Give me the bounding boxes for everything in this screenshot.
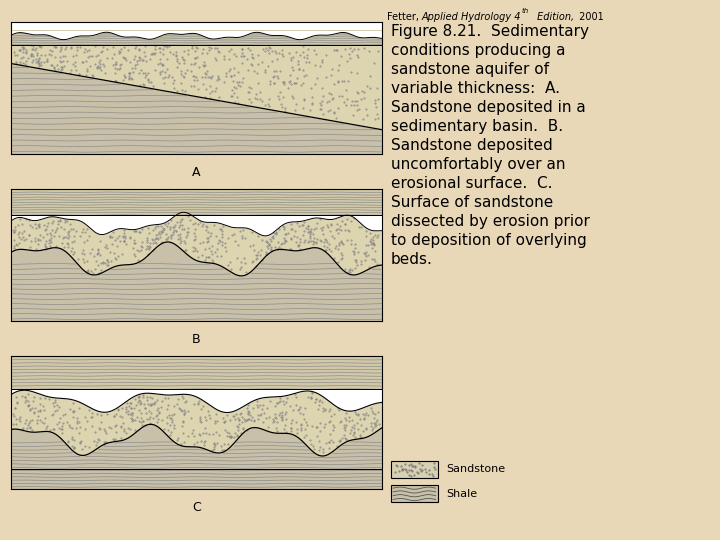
Text: A: A bbox=[192, 166, 200, 179]
Text: Edition,: Edition, bbox=[534, 12, 575, 22]
Text: Figure 8.21.  Sedimentary
conditions producing a
sandstone aquifer of
variable t: Figure 8.21. Sedimentary conditions prod… bbox=[391, 24, 590, 267]
Text: Sandstone: Sandstone bbox=[446, 464, 505, 474]
Text: 2001: 2001 bbox=[576, 12, 604, 22]
Text: th: th bbox=[521, 8, 528, 14]
Text: Applied Hydrology 4: Applied Hydrology 4 bbox=[422, 12, 521, 22]
Text: C: C bbox=[192, 501, 201, 514]
Text: Shale: Shale bbox=[446, 489, 477, 498]
Text: B: B bbox=[192, 333, 200, 346]
Bar bbox=[391, 461, 438, 478]
Text: Fetter,: Fetter, bbox=[387, 12, 423, 22]
Bar bbox=[391, 485, 438, 502]
